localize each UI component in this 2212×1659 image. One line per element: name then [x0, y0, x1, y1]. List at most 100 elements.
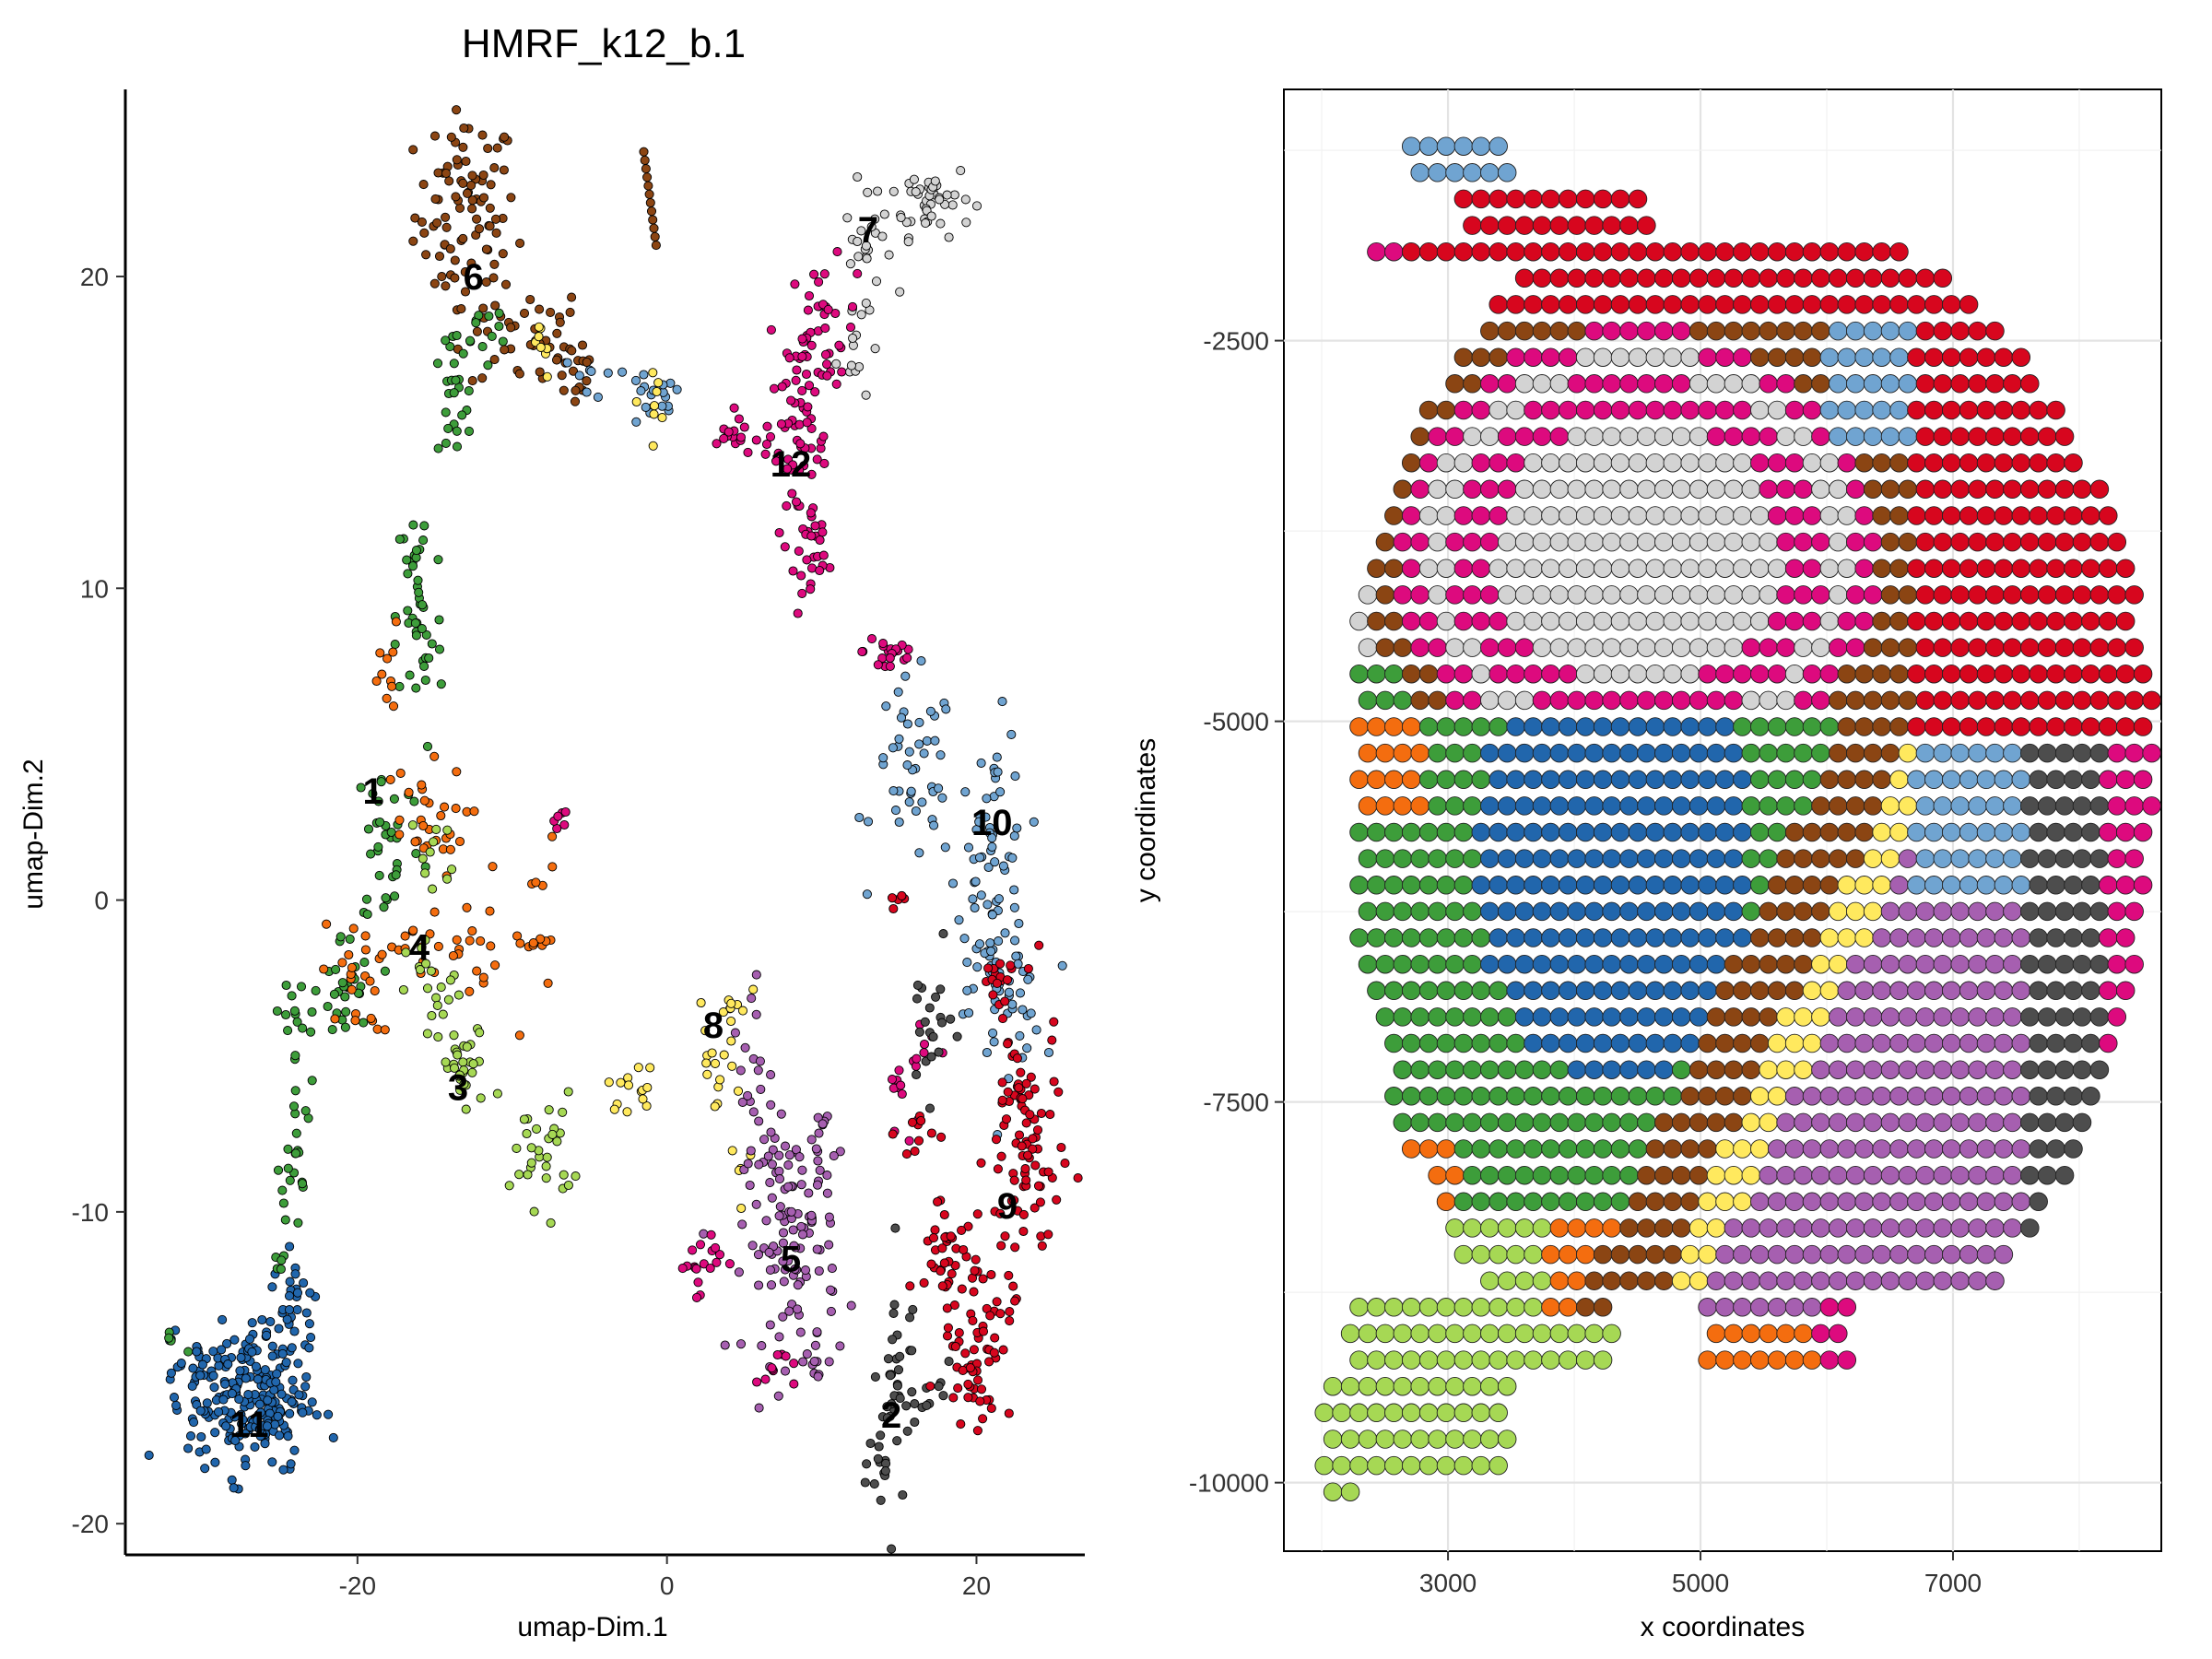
umap-point: [995, 959, 1006, 969]
umap-point: [255, 1407, 265, 1418]
umap-point: [983, 963, 994, 973]
spatial-spot: [1637, 690, 1656, 711]
spatial-spot: [1706, 796, 1726, 816]
spatial-spot: [1497, 1112, 1517, 1133]
spatial-spot: [1584, 901, 1604, 922]
spatial-spot: [2054, 585, 2075, 605]
umap-point: [571, 1171, 581, 1182]
umap-point: [411, 683, 421, 693]
spatial-spot: [1907, 506, 1926, 525]
cluster-label: 8: [703, 1006, 724, 1046]
spatial-spot: [1706, 374, 1726, 394]
spatial-spot: [2003, 1060, 2022, 1079]
spatial-spot: [1567, 585, 1587, 605]
spatial-spot: [1401, 241, 1421, 262]
spatial-spot: [1524, 717, 1543, 736]
spatial-spot: [2037, 1112, 2057, 1133]
umap-point: [164, 1333, 174, 1343]
umap-point: [976, 1158, 986, 1168]
spatial-spot: [1463, 638, 1482, 657]
umap-point: [978, 1274, 988, 1284]
spatial-spot: [1384, 559, 1404, 578]
umap-point: [790, 1264, 800, 1274]
spatial-spot: [2107, 954, 2127, 974]
spatial-spot: [1375, 1376, 1395, 1396]
umap-point: [734, 1267, 744, 1277]
umap-point: [451, 375, 461, 385]
umap-point: [450, 273, 460, 283]
spatial-spot: [1750, 876, 1770, 895]
umap-point: [815, 1165, 825, 1175]
spatial-spot: [2020, 1007, 2040, 1027]
umap-point: [998, 861, 1008, 871]
umap-point: [274, 1324, 284, 1334]
spatial-spot: [1680, 347, 1700, 367]
spatial-spot: [1671, 743, 1691, 763]
umap-point: [319, 964, 329, 974]
spatial-spot: [1418, 1298, 1439, 1317]
umap-point: [818, 431, 829, 441]
spatial-spot: [1845, 321, 1865, 341]
spatial-spot: [1733, 770, 1752, 790]
spatial-spot: [1889, 453, 1909, 473]
spatial-spot: [1915, 532, 1936, 552]
umap-point: [449, 388, 459, 398]
spatial-spot: [2099, 611, 2118, 631]
umap-point: [230, 1435, 241, 1446]
umap-point: [287, 1343, 297, 1353]
umap-point: [441, 407, 451, 418]
spatial-spot: [1497, 1430, 1517, 1449]
spatial-spot: [1584, 1007, 1604, 1027]
umap-point: [253, 1415, 263, 1425]
spatial-spot: [1706, 479, 1726, 500]
spatial-spot: [1680, 1139, 1700, 1159]
spatial-spot: [1837, 241, 1857, 262]
spatial-spot: [1811, 479, 1830, 500]
umap-point: [882, 1413, 892, 1423]
umap-point: [330, 1014, 340, 1024]
umap-point: [812, 1327, 822, 1337]
umap-point: [236, 1352, 246, 1363]
spatial-spot: [1794, 532, 1813, 552]
spatial-spot: [1872, 453, 1891, 473]
umap-point: [778, 1312, 788, 1322]
spatial-spot: [1968, 532, 1987, 552]
spatial-spot: [1575, 1298, 1595, 1317]
spatial-spot: [1497, 532, 1517, 552]
spatial-spot: [1924, 1087, 1944, 1106]
spatial-spot: [1968, 374, 1987, 394]
spatial-spot: [1724, 638, 1744, 657]
spatial-spot: [1549, 1060, 1570, 1079]
spatial-spot: [1750, 347, 1770, 367]
umap-point: [806, 1135, 817, 1145]
umap-point: [525, 294, 535, 305]
umap-point: [374, 870, 384, 880]
umap-point: [306, 1333, 316, 1343]
umap-x-tick-label: 0: [660, 1571, 675, 1600]
umap-point: [861, 390, 871, 400]
umap-point: [267, 1282, 277, 1292]
umap-point: [485, 906, 495, 916]
spatial-spot: [1463, 216, 1482, 235]
umap-point: [735, 1339, 747, 1349]
umap-point: [771, 456, 782, 466]
spatial-spot: [1680, 1192, 1700, 1212]
spatial-spot: [1829, 585, 1848, 605]
umap-point: [287, 1396, 297, 1407]
spatial-spot: [1463, 1430, 1482, 1449]
umap-point: [887, 1075, 898, 1085]
spatial-spot: [1985, 374, 2005, 394]
spatial-spot: [1802, 770, 1822, 790]
umap-point: [526, 1158, 536, 1168]
spatial-spot: [1619, 585, 1639, 605]
umap-point: [873, 660, 883, 670]
spatial-spot: [1829, 1060, 1848, 1079]
spatial-spot: [1994, 1087, 2014, 1106]
spatial-spot: [1575, 1087, 1595, 1106]
spatial-spot: [1845, 690, 1865, 711]
spatial-spot: [1637, 1007, 1656, 1027]
umap-point: [284, 1305, 295, 1315]
umap-point: [870, 214, 880, 224]
spatial-spot: [1933, 901, 1953, 922]
